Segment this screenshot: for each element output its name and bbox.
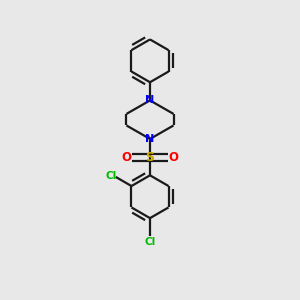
Text: N: N — [146, 95, 154, 105]
Text: S: S — [146, 151, 154, 164]
Text: O: O — [169, 151, 178, 164]
Text: O: O — [122, 151, 131, 164]
Text: Cl: Cl — [106, 171, 117, 181]
Text: N: N — [146, 134, 154, 144]
Text: Cl: Cl — [144, 237, 156, 247]
